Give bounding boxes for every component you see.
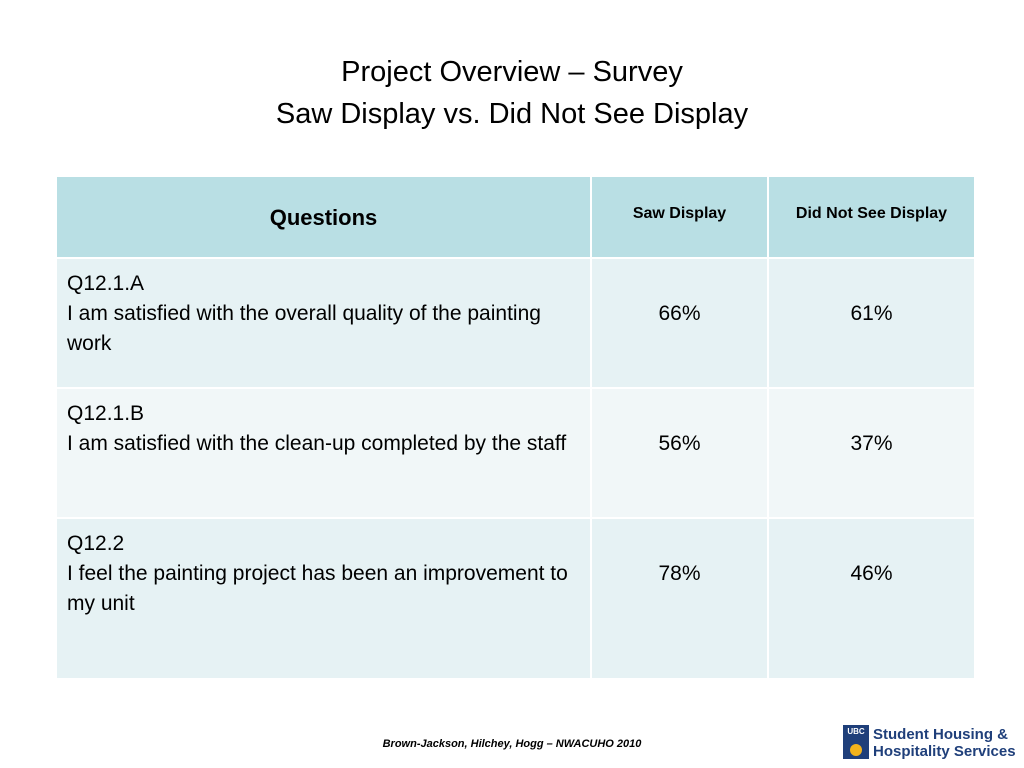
logo: UBC Student Housing & Hospitality Servic…: [843, 725, 1016, 760]
logo-line: Hospitality Services: [873, 743, 1016, 760]
title-line: Saw Display vs. Did Not See Display: [275, 98, 749, 130]
crest-sun: [850, 744, 862, 756]
value-cell: 46%: [769, 519, 976, 680]
question-text: I feel the painting project has been an …: [67, 562, 568, 615]
value-cell: 66%: [592, 259, 769, 389]
question-id: Q12.2: [67, 532, 125, 555]
question-id: Q12.1.A: [67, 272, 145, 295]
crest-text: UBC: [847, 727, 865, 736]
question-text: I am satisfied with the overall quality …: [67, 302, 541, 355]
header-cell: Questions: [57, 177, 592, 259]
question-cell: Q12.2 I feel the painting project has bee…: [57, 519, 592, 680]
question-text: I am satisfied with the clean-up complet…: [67, 432, 567, 455]
header-cell: Saw Display: [592, 177, 769, 259]
credit: Brown-Jackson, Hilchey, Hogg – NWACUHO 2…: [382, 738, 642, 750]
value-cell: 78%: [592, 519, 769, 680]
title-line: Project Overview – Survey: [341, 56, 683, 88]
question-id: Q12.1.B: [67, 402, 145, 425]
logo-line: Student Housing &: [873, 726, 1008, 743]
value-cell: 56%: [592, 389, 769, 519]
header-cell: Did Not See Display: [769, 177, 976, 259]
question-cell: Q12.1.B I am satisfied with the clean-up …: [57, 389, 592, 519]
value-cell: 37%: [769, 389, 976, 519]
value-cell: 61%: [769, 259, 976, 389]
question-cell: Q12.1.A I am satisfied with the overall q…: [57, 259, 592, 389]
